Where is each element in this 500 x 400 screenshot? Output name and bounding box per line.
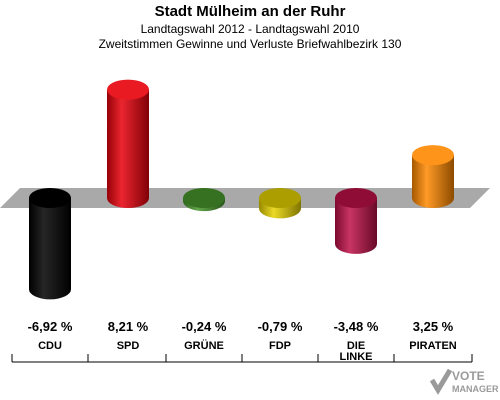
value-label: -3,48 % [334, 319, 379, 334]
checkmark-icon [429, 368, 453, 395]
category-label: SPD [117, 340, 140, 352]
bar-cap [335, 188, 377, 208]
category-label: FDP [269, 340, 291, 352]
bar-die-linke [335, 188, 377, 254]
category-label: GRÜNE [184, 339, 224, 352]
value-label: 8,21 % [108, 319, 149, 334]
bar-fdp [259, 188, 301, 219]
bar-spd [107, 79, 149, 208]
logo-line-2: MANAGER [452, 384, 498, 394]
category-label: PIRATEN [409, 340, 457, 352]
chart-title: Stadt Mülheim an der Ruhr [154, 3, 346, 20]
bar-body [29, 198, 71, 300]
value-label: -6,92 % [28, 319, 73, 334]
bar-cap [259, 188, 301, 208]
category-label: DIE [347, 340, 365, 352]
bar-cdu [29, 188, 71, 300]
value-label: -0,24 % [182, 319, 227, 334]
bar-grüne [183, 188, 225, 212]
bar-cap [107, 79, 149, 100]
bar-cap [183, 188, 225, 208]
bar-piraten [412, 145, 454, 208]
value-label: -0,79 % [258, 319, 303, 334]
bar-body [107, 89, 149, 208]
bar-body [412, 155, 454, 208]
bar-cap [412, 145, 454, 166]
category-label: LINKE [340, 351, 373, 363]
bar-cap [29, 188, 71, 208]
logo-line-1: VOTE [452, 369, 485, 383]
bar-body [335, 198, 377, 254]
chart-subtitle: Landtagswahl 2012 - Landtagswahl 2010 [140, 22, 360, 36]
vote-manager-logo: VOTE MANAGER [429, 368, 498, 395]
value-label: 3,25 % [413, 319, 454, 334]
category-label: CDU [38, 340, 62, 352]
chart-subtitle-2: Zweitstimmen Gewinne und Verluste Briefw… [98, 37, 402, 51]
